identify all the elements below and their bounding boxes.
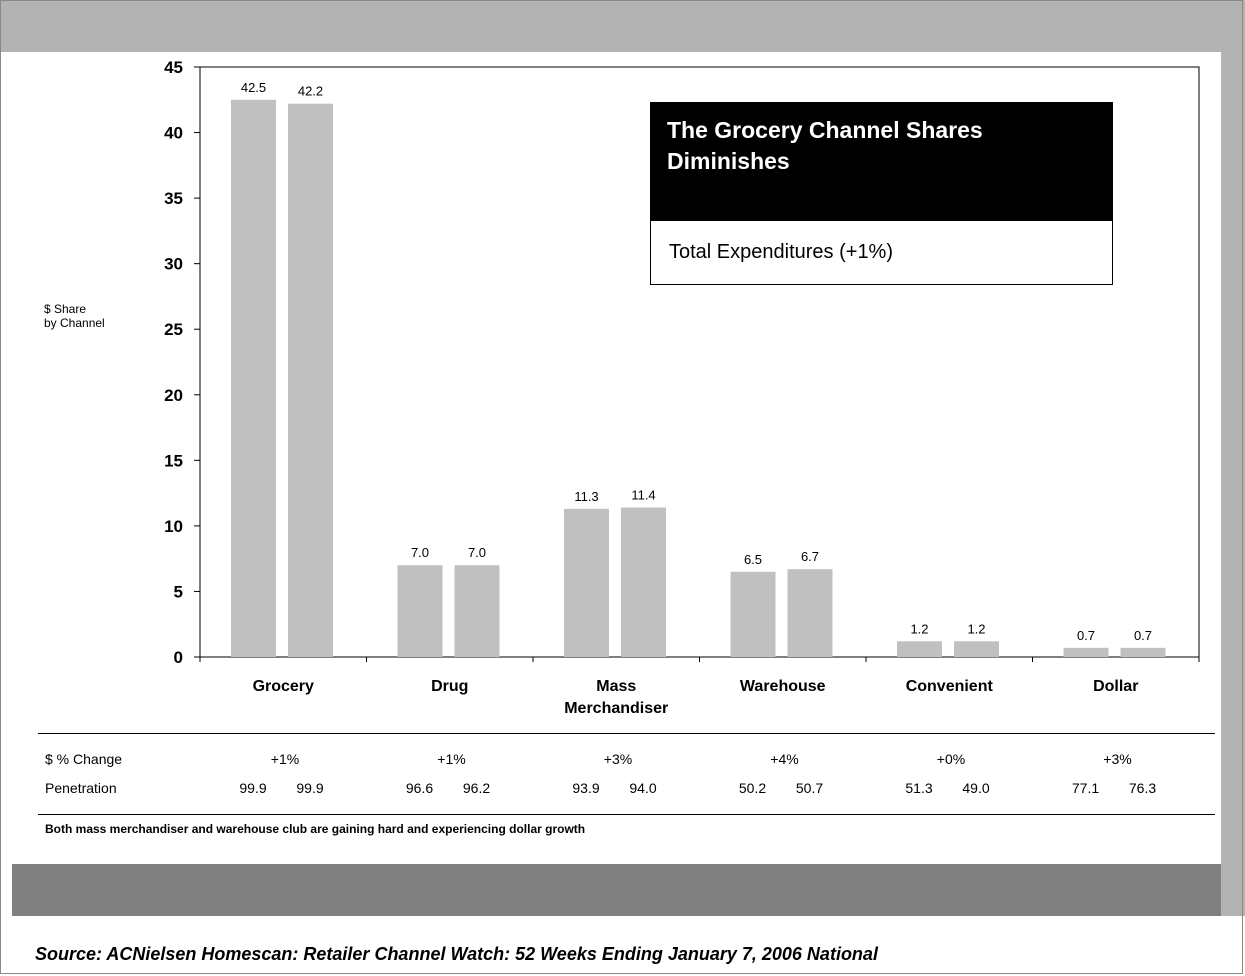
category-label: Grocery: [253, 678, 314, 695]
change-cell: +3%: [1103, 751, 1132, 767]
bar: [397, 565, 443, 657]
bar: [564, 508, 609, 657]
y-tick-label: 10: [164, 517, 183, 536]
penetration-cell: 96.2: [462, 780, 491, 796]
data-label: 6.5: [744, 552, 762, 567]
bar: [897, 641, 942, 657]
penetration-cell: 50.7: [795, 780, 824, 796]
data-label: 11.3: [574, 489, 598, 504]
y-tick-label: 35: [164, 189, 183, 208]
change-cell: +1%: [270, 751, 300, 767]
change-cell: +0%: [936, 751, 966, 767]
bar-chart: 0 5 10 15 20 25 30 35 40 45 42.5 42.2 Grocery 7.0 7.0 D…: [164, 58, 1200, 717]
y-tick-label: 20: [164, 386, 183, 405]
penetration-cell: 49.0: [962, 780, 990, 796]
penetration-cell: 93.9: [572, 780, 600, 796]
table-top-rule: [38, 733, 1215, 734]
category-label: Warehouse: [740, 678, 826, 695]
data-label: 42.5: [241, 80, 266, 95]
category-label: Convenient: [906, 678, 994, 695]
y-axis-label: $ Share by Channel: [44, 302, 105, 330]
callout-subtitle: Total Expenditures (+1%): [669, 241, 894, 263]
bar: [621, 507, 666, 657]
bottom-banner: [12, 864, 1221, 916]
y-tick-label: 45: [164, 58, 183, 77]
bar: [730, 571, 776, 657]
data-label: 11.4: [631, 488, 655, 503]
table-bottom-rule: [38, 814, 1215, 815]
bar: [288, 103, 333, 657]
y-tick-label: 30: [164, 255, 183, 274]
data-label: 1.2: [910, 621, 928, 636]
penetration-cell: 99.9: [296, 780, 324, 796]
category-label: Merchandiser: [564, 700, 668, 717]
change-cell: +1%: [437, 751, 466, 767]
callout-title: The Grocery Channel Shares Diminishes: [651, 103, 1112, 221]
bar: [1120, 647, 1166, 657]
bar: [954, 641, 999, 657]
y-tick-label: 15: [164, 451, 183, 470]
change-cell: +3%: [603, 751, 633, 767]
data-label: 0.7: [1134, 628, 1152, 643]
bar: [787, 569, 833, 657]
change-cell: +4%: [770, 751, 799, 767]
category-label: Mass: [596, 678, 636, 695]
penetration-cell: 96.6: [405, 780, 434, 796]
penetration-cell: 76.3: [1128, 780, 1157, 796]
y-tick-label: 25: [164, 320, 183, 339]
data-label: 7.0: [411, 545, 429, 560]
data-label: 7.0: [468, 545, 486, 560]
penetration-cell: 50.2: [738, 780, 767, 796]
data-label: 42.2: [298, 84, 323, 99]
bar: [1063, 647, 1109, 657]
y-tick-label: 0: [174, 648, 183, 667]
data-label: 6.7: [801, 549, 819, 564]
footnote: Both mass merchandiser and warehouse clu…: [45, 822, 586, 836]
bar: [454, 565, 500, 657]
penetration-cell: 77.1: [1071, 780, 1100, 796]
row-label-change: $ % Change: [45, 751, 123, 767]
penetration-cell: 94.0: [629, 780, 657, 796]
y-tick-label: 40: [164, 124, 183, 143]
y-tick-label: 5: [174, 582, 183, 601]
right-banner: [1221, 52, 1245, 916]
bar: [231, 99, 276, 658]
penetration-cell: 51.3: [905, 780, 933, 796]
source-note: Source: ACNielsen Homescan: Retailer Cha…: [35, 944, 878, 964]
data-label: 0.7: [1077, 628, 1095, 643]
callout-box: The Grocery Channel Shares Diminishes To…: [650, 102, 1113, 285]
category-label: Drug: [431, 678, 468, 695]
row-label-penetration: Penetration: [45, 780, 117, 796]
category-label: Dollar: [1093, 678, 1138, 695]
data-label: 1.2: [967, 621, 985, 636]
top-banner: [0, 0, 1245, 52]
penetration-cell: 99.9: [239, 780, 267, 796]
